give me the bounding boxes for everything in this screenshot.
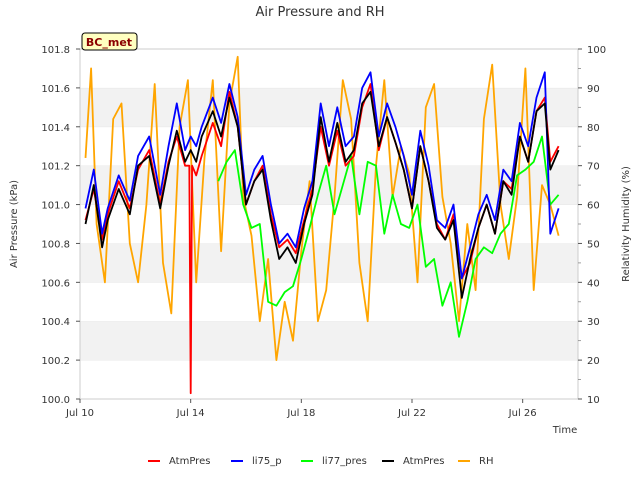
y-right-tick-label: 90 (587, 84, 600, 95)
legend-label: RH (479, 456, 493, 467)
chart-title: Air Pressure and RH (255, 5, 384, 20)
y-left-tick-label: 101.8 (41, 45, 70, 56)
y-right-tick-label: 30 (587, 317, 600, 328)
series-line-1 (84, 71, 560, 280)
legend: AtmPres li75_p li77_pres AtmPres RH (148, 456, 493, 467)
y-right-tick-label: 40 (587, 278, 600, 289)
y-left-tick-label: 100.6 (41, 278, 70, 289)
x-tick-label: Jul 14 (176, 408, 205, 419)
grid-band (80, 204, 578, 244)
y-left-tick-label: 101.2 (41, 162, 70, 173)
y-left-tick-label: 100.2 (41, 356, 70, 367)
legend-label: AtmPres (169, 456, 210, 467)
y-left-tick-label: 101.6 (41, 84, 70, 95)
series-line-2 (217, 135, 560, 338)
y-left-tick-label: 100.4 (41, 317, 70, 328)
y-right-tick-label: 50 (587, 239, 600, 250)
y-right-tick-label: 60 (587, 201, 600, 212)
grid-band (80, 282, 578, 322)
y-left-tick-label: 101.0 (41, 201, 70, 212)
x-tick-label: Jul 22 (397, 408, 426, 419)
y-left-tick-label: 100.8 (41, 239, 70, 250)
x-tick-label: Jul 10 (65, 408, 94, 419)
legend-label: li75_p (252, 456, 282, 467)
y-right-tick-label: 100 (587, 45, 606, 56)
grid-band (80, 321, 578, 361)
y-axis-left-title: Air Pressure (kPa) (9, 180, 20, 268)
y-right-tick-label: 10 (587, 395, 600, 406)
y-right-tick-label: 20 (587, 356, 600, 367)
y-axis-right-title: Relativity Humidity (%) (621, 166, 632, 282)
series-line-3 (84, 90, 560, 299)
x-tick-label: Jul 18 (286, 408, 315, 419)
grid-band (80, 360, 578, 399)
x-axis-title: Time (552, 425, 577, 436)
y-left-tick-label: 100.0 (41, 395, 70, 406)
grid-band (80, 49, 578, 88)
y-right-tick-label: 70 (587, 162, 600, 173)
axis-ticks: 100.0 100.2 100.4 100.6 100.8 101.0 101.2 101.4… (41, 45, 606, 419)
legend-label: li77_pres (322, 456, 367, 467)
legend-label: AtmPres (403, 456, 444, 467)
y-left-tick-label: 101.4 (41, 123, 70, 134)
series-lines (84, 55, 560, 395)
y-right-tick-label: 80 (587, 123, 600, 134)
site-badge-label: BC_met (86, 36, 132, 49)
x-tick-label: Jul 26 (508, 408, 537, 419)
site-badge: BC_met (81, 32, 138, 51)
